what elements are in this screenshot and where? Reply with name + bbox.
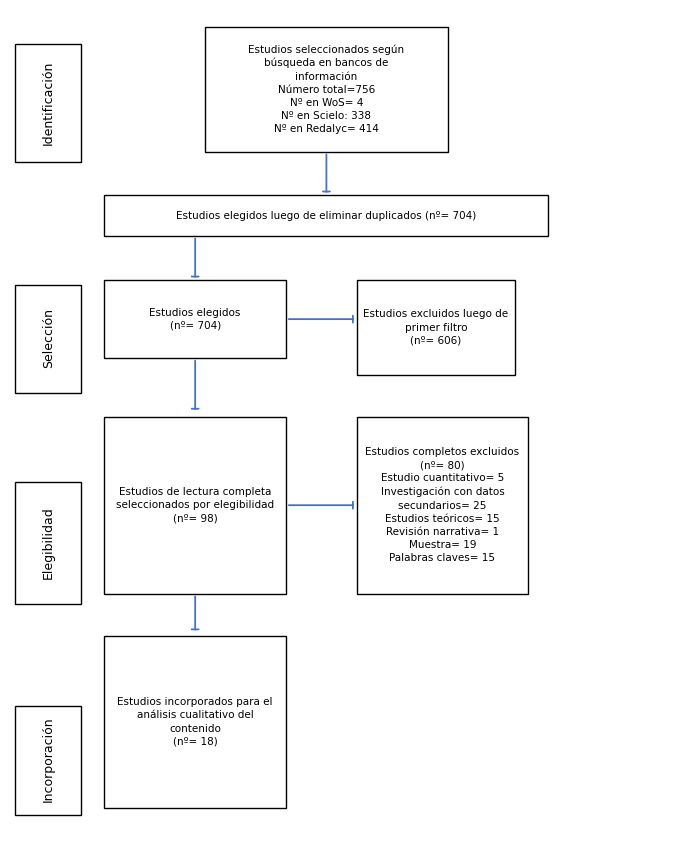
Bar: [15, 706, 81, 815]
Text: Estudios excluidos luego de
primer filtro
(nº= 606): Estudios excluidos luego de primer filtr…: [363, 309, 508, 346]
Text: Elegibilidad: Elegibilidad: [42, 507, 55, 579]
Text: Estudios seleccionados según
búsqueda en bancos de
información
Número total=756
: Estudios seleccionados según búsqueda en…: [248, 44, 404, 135]
Bar: [104, 195, 548, 236]
Bar: [104, 280, 286, 358]
Bar: [15, 285, 81, 393]
Bar: [357, 280, 515, 375]
Text: Estudios elegidos
(nº= 704): Estudios elegidos (nº= 704): [149, 307, 241, 331]
Bar: [357, 417, 528, 594]
Text: Estudios completos excluidos
(nº= 80)
Estudio cuantitativo= 5
Investigación con : Estudios completos excluidos (nº= 80) Es…: [365, 447, 520, 563]
Bar: [104, 636, 286, 808]
Text: Selección: Selección: [42, 308, 55, 369]
Text: Identificación: Identificación: [42, 61, 55, 145]
Bar: [15, 44, 81, 162]
Bar: [205, 27, 448, 152]
Text: Estudios de lectura completa
seleccionados por elegibilidad
(nº= 98): Estudios de lectura completa seleccionad…: [116, 487, 274, 524]
Bar: [15, 482, 81, 604]
Bar: [104, 417, 286, 594]
Text: Estudios elegidos luego de eliminar duplicados (nº= 704): Estudios elegidos luego de eliminar dupl…: [176, 210, 476, 221]
Text: Estudios incorporados para el
análisis cualitativo del
contenido
(nº= 18): Estudios incorporados para el análisis c…: [117, 697, 273, 747]
Text: Incorporación: Incorporación: [42, 717, 55, 802]
